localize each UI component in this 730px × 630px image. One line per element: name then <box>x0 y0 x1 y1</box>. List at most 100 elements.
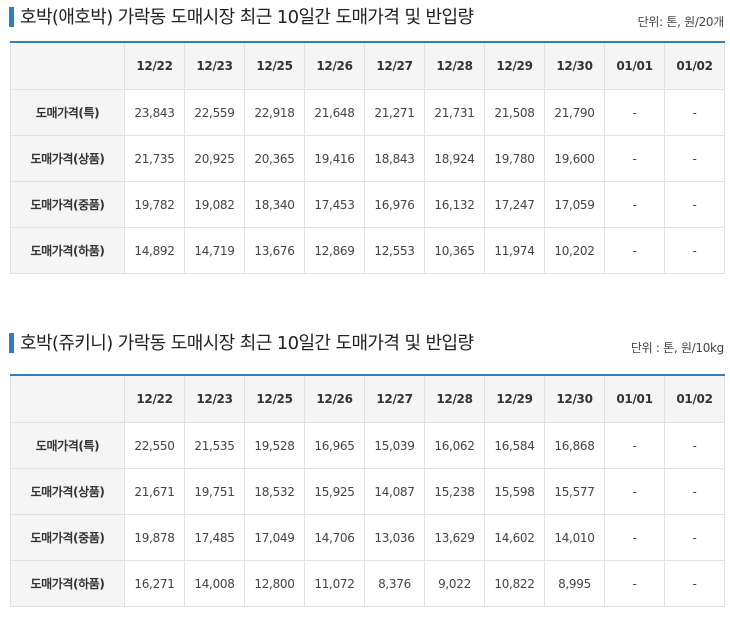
price-cell: 19,751 <box>184 468 245 515</box>
row-label: 도매가격(특) <box>10 89 125 136</box>
table-row: 도매가격(특) 22,550 21,535 19,528 16,965 15,039 16,… <box>10 422 725 469</box>
date-header-cell: 12/29 <box>484 41 545 90</box>
price-cell: 19,600 <box>544 135 605 182</box>
price-cell: 21,508 <box>484 89 545 136</box>
date-header-cell: 12/26 <box>304 41 365 90</box>
price-cell: 13,676 <box>244 227 305 274</box>
price-cell: 14,706 <box>304 514 365 561</box>
header-corner-cell <box>10 374 125 423</box>
table-row: 도매가격(상품) 21,735 20,925 20,365 19,416 18,843 18… <box>10 135 725 182</box>
section-titlebar: 호박(쥬키니) 가락동 도매시장 최근 10일간 도매가격 및 반입량 단위 :… <box>0 326 730 364</box>
price-cell: 16,868 <box>544 422 605 469</box>
table-row: 도매가격(상품) 21,671 19,751 18,532 15,925 14,087 15… <box>10 468 725 515</box>
price-cell: 15,598 <box>484 468 545 515</box>
date-header-cell: 12/26 <box>304 374 365 423</box>
price-cell: - <box>604 227 665 274</box>
price-cell: - <box>664 89 725 136</box>
table-row: 도매가격(중품) 19,878 17,485 17,049 14,706 13,036 13… <box>10 514 725 561</box>
price-cell: 14,602 <box>484 514 545 561</box>
row-label: 도매가격(특) <box>10 422 125 469</box>
price-cell: 16,062 <box>424 422 485 469</box>
price-cell: 16,584 <box>484 422 545 469</box>
price-cell: 18,532 <box>244 468 305 515</box>
price-cell: 14,892 <box>124 227 185 274</box>
price-cell: 22,918 <box>244 89 305 136</box>
price-cell: 21,671 <box>124 468 185 515</box>
price-cell: 19,416 <box>304 135 365 182</box>
date-header-cell: 01/02 <box>664 41 725 90</box>
price-cell: 20,365 <box>244 135 305 182</box>
price-cell: - <box>664 422 725 469</box>
section-title: 호박(애호박) 가락동 도매시장 최근 10일간 도매가격 및 반입량 <box>20 7 474 28</box>
date-header-cell: 12/25 <box>244 41 305 90</box>
date-header-cell: 12/27 <box>364 41 425 90</box>
section-title: 호박(쥬키니) 가락동 도매시장 최근 10일간 도매가격 및 반입량 <box>20 333 474 354</box>
price-cell: - <box>664 514 725 561</box>
row-label: 도매가격(상품) <box>10 135 125 182</box>
table-header-row: 12/22 12/23 12/25 12/26 12/27 12/28 12/29 12/30… <box>10 374 725 423</box>
date-header-cell: 12/25 <box>244 374 305 423</box>
price-cell: 18,924 <box>424 135 485 182</box>
price-cell: 17,247 <box>484 181 545 228</box>
title-bar-marker <box>9 7 14 27</box>
price-cell: 17,049 <box>244 514 305 561</box>
price-section-zucchini: 호박(쥬키니) 가락동 도매시장 최근 10일간 도매가격 및 반입량 단위 :… <box>0 326 730 607</box>
price-cell: 19,780 <box>484 135 545 182</box>
price-cell: 18,340 <box>244 181 305 228</box>
price-cell: - <box>664 181 725 228</box>
unit-label: 단위 : 톤, 원/10kg <box>630 341 724 355</box>
price-cell: 18,843 <box>364 135 425 182</box>
date-header-cell: 12/22 <box>124 374 185 423</box>
price-cell: 9,022 <box>424 560 485 607</box>
price-cell: 15,577 <box>544 468 605 515</box>
date-header-cell: 12/23 <box>184 374 245 423</box>
date-header-cell: 12/27 <box>364 374 425 423</box>
price-cell: 14,008 <box>184 560 245 607</box>
price-cell: 15,039 <box>364 422 425 469</box>
price-cell: 12,869 <box>304 227 365 274</box>
price-cell: 13,629 <box>424 514 485 561</box>
date-header-cell: 12/30 <box>544 374 605 423</box>
price-cell: 22,559 <box>184 89 245 136</box>
price-cell: 14,719 <box>184 227 245 274</box>
price-cell: 21,731 <box>424 89 485 136</box>
price-cell: - <box>664 227 725 274</box>
table-header-row: 12/22 12/23 12/25 12/26 12/27 12/28 12/29 12/30… <box>10 41 725 90</box>
header-corner-cell <box>10 41 125 90</box>
price-cell: 14,087 <box>364 468 425 515</box>
price-table: 12/22 12/23 12/25 12/26 12/27 12/28 12/29 12/30… <box>10 374 725 607</box>
price-cell: - <box>604 468 665 515</box>
price-cell: 16,271 <box>124 560 185 607</box>
price-cell: 10,822 <box>484 560 545 607</box>
price-cell: 21,271 <box>364 89 425 136</box>
price-cell: 16,965 <box>304 422 365 469</box>
row-label: 도매가격(중품) <box>10 514 125 561</box>
date-header-cell: 12/28 <box>424 374 485 423</box>
price-table: 12/22 12/23 12/25 12/26 12/27 12/28 12/29 12/30… <box>10 41 725 274</box>
price-cell: 17,453 <box>304 181 365 228</box>
price-cell: 19,528 <box>244 422 305 469</box>
price-cell: 16,132 <box>424 181 485 228</box>
price-cell: - <box>664 560 725 607</box>
section-titlebar: 호박(애호박) 가락동 도매시장 최근 10일간 도매가격 및 반입량 단위: … <box>0 0 730 38</box>
price-cell: 17,485 <box>184 514 245 561</box>
date-header-cell: 12/29 <box>484 374 545 423</box>
title-bar-marker <box>9 333 14 353</box>
row-label: 도매가격(상품) <box>10 468 125 515</box>
table-row: 도매가격(하품) 14,892 14,719 13,676 12,869 12,553 10… <box>10 227 725 274</box>
price-cell: 14,010 <box>544 514 605 561</box>
price-cell: 8,376 <box>364 560 425 607</box>
price-cell: 19,082 <box>184 181 245 228</box>
price-cell: 23,843 <box>124 89 185 136</box>
table-row: 도매가격(특) 23,843 22,559 22,918 21,648 21,271 21,… <box>10 89 725 136</box>
price-cell: 21,790 <box>544 89 605 136</box>
table-row: 도매가격(하품) 16,271 14,008 12,800 11,072 8,376 9,0… <box>10 560 725 607</box>
date-header-cell: 01/01 <box>604 41 665 90</box>
price-cell: 10,202 <box>544 227 605 274</box>
row-label: 도매가격(중품) <box>10 181 125 228</box>
table-row: 도매가격(중품) 19,782 19,082 18,340 17,453 16,976 16… <box>10 181 725 228</box>
price-cell: - <box>604 89 665 136</box>
price-cell: 15,925 <box>304 468 365 515</box>
date-header-cell: 12/23 <box>184 41 245 90</box>
price-cell: 11,072 <box>304 560 365 607</box>
